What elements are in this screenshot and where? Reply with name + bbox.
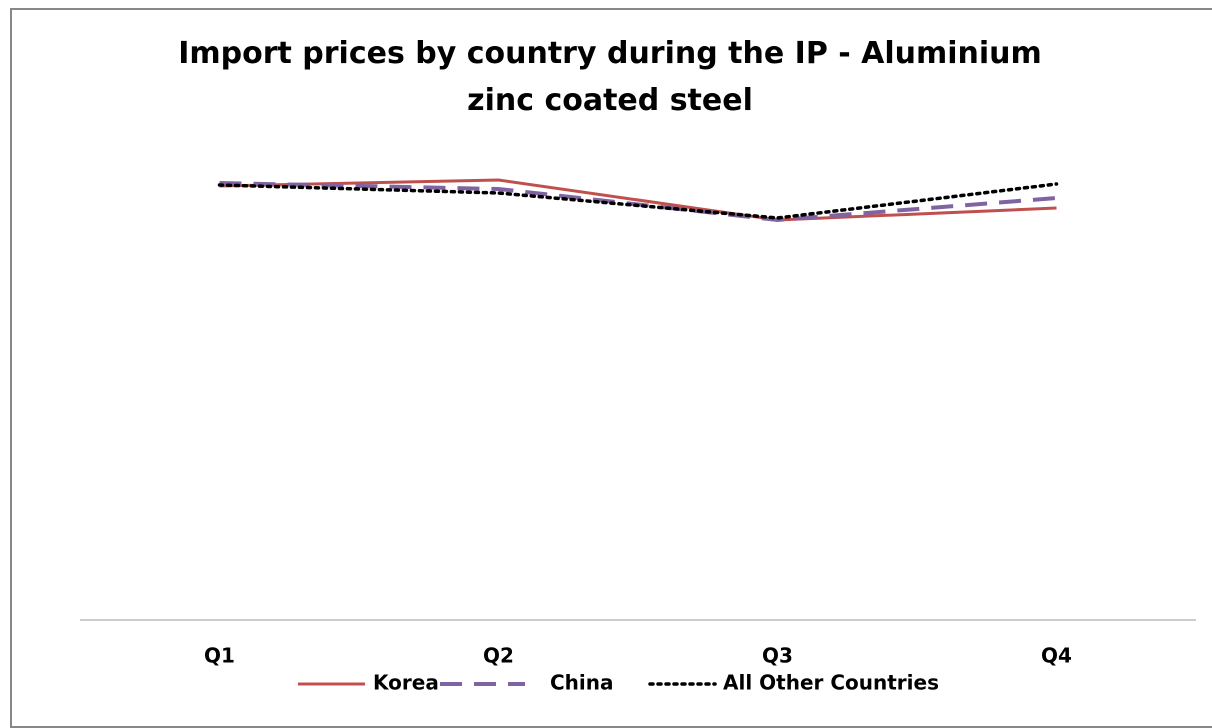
x-tick-label: Q4 <box>1041 644 1072 668</box>
series-line <box>217 182 1059 220</box>
legend-label: China <box>550 671 614 695</box>
chart-title: Import prices by country during the IP -… <box>178 36 1042 118</box>
legend-label: Korea <box>373 671 439 695</box>
x-tick-label: Q1 <box>204 644 235 668</box>
legend-label: All Other Countries <box>723 671 939 695</box>
x-tick-label: Q2 <box>483 644 514 668</box>
series-line <box>219 178 1057 222</box>
x-tick-label: Q3 <box>762 644 793 668</box>
